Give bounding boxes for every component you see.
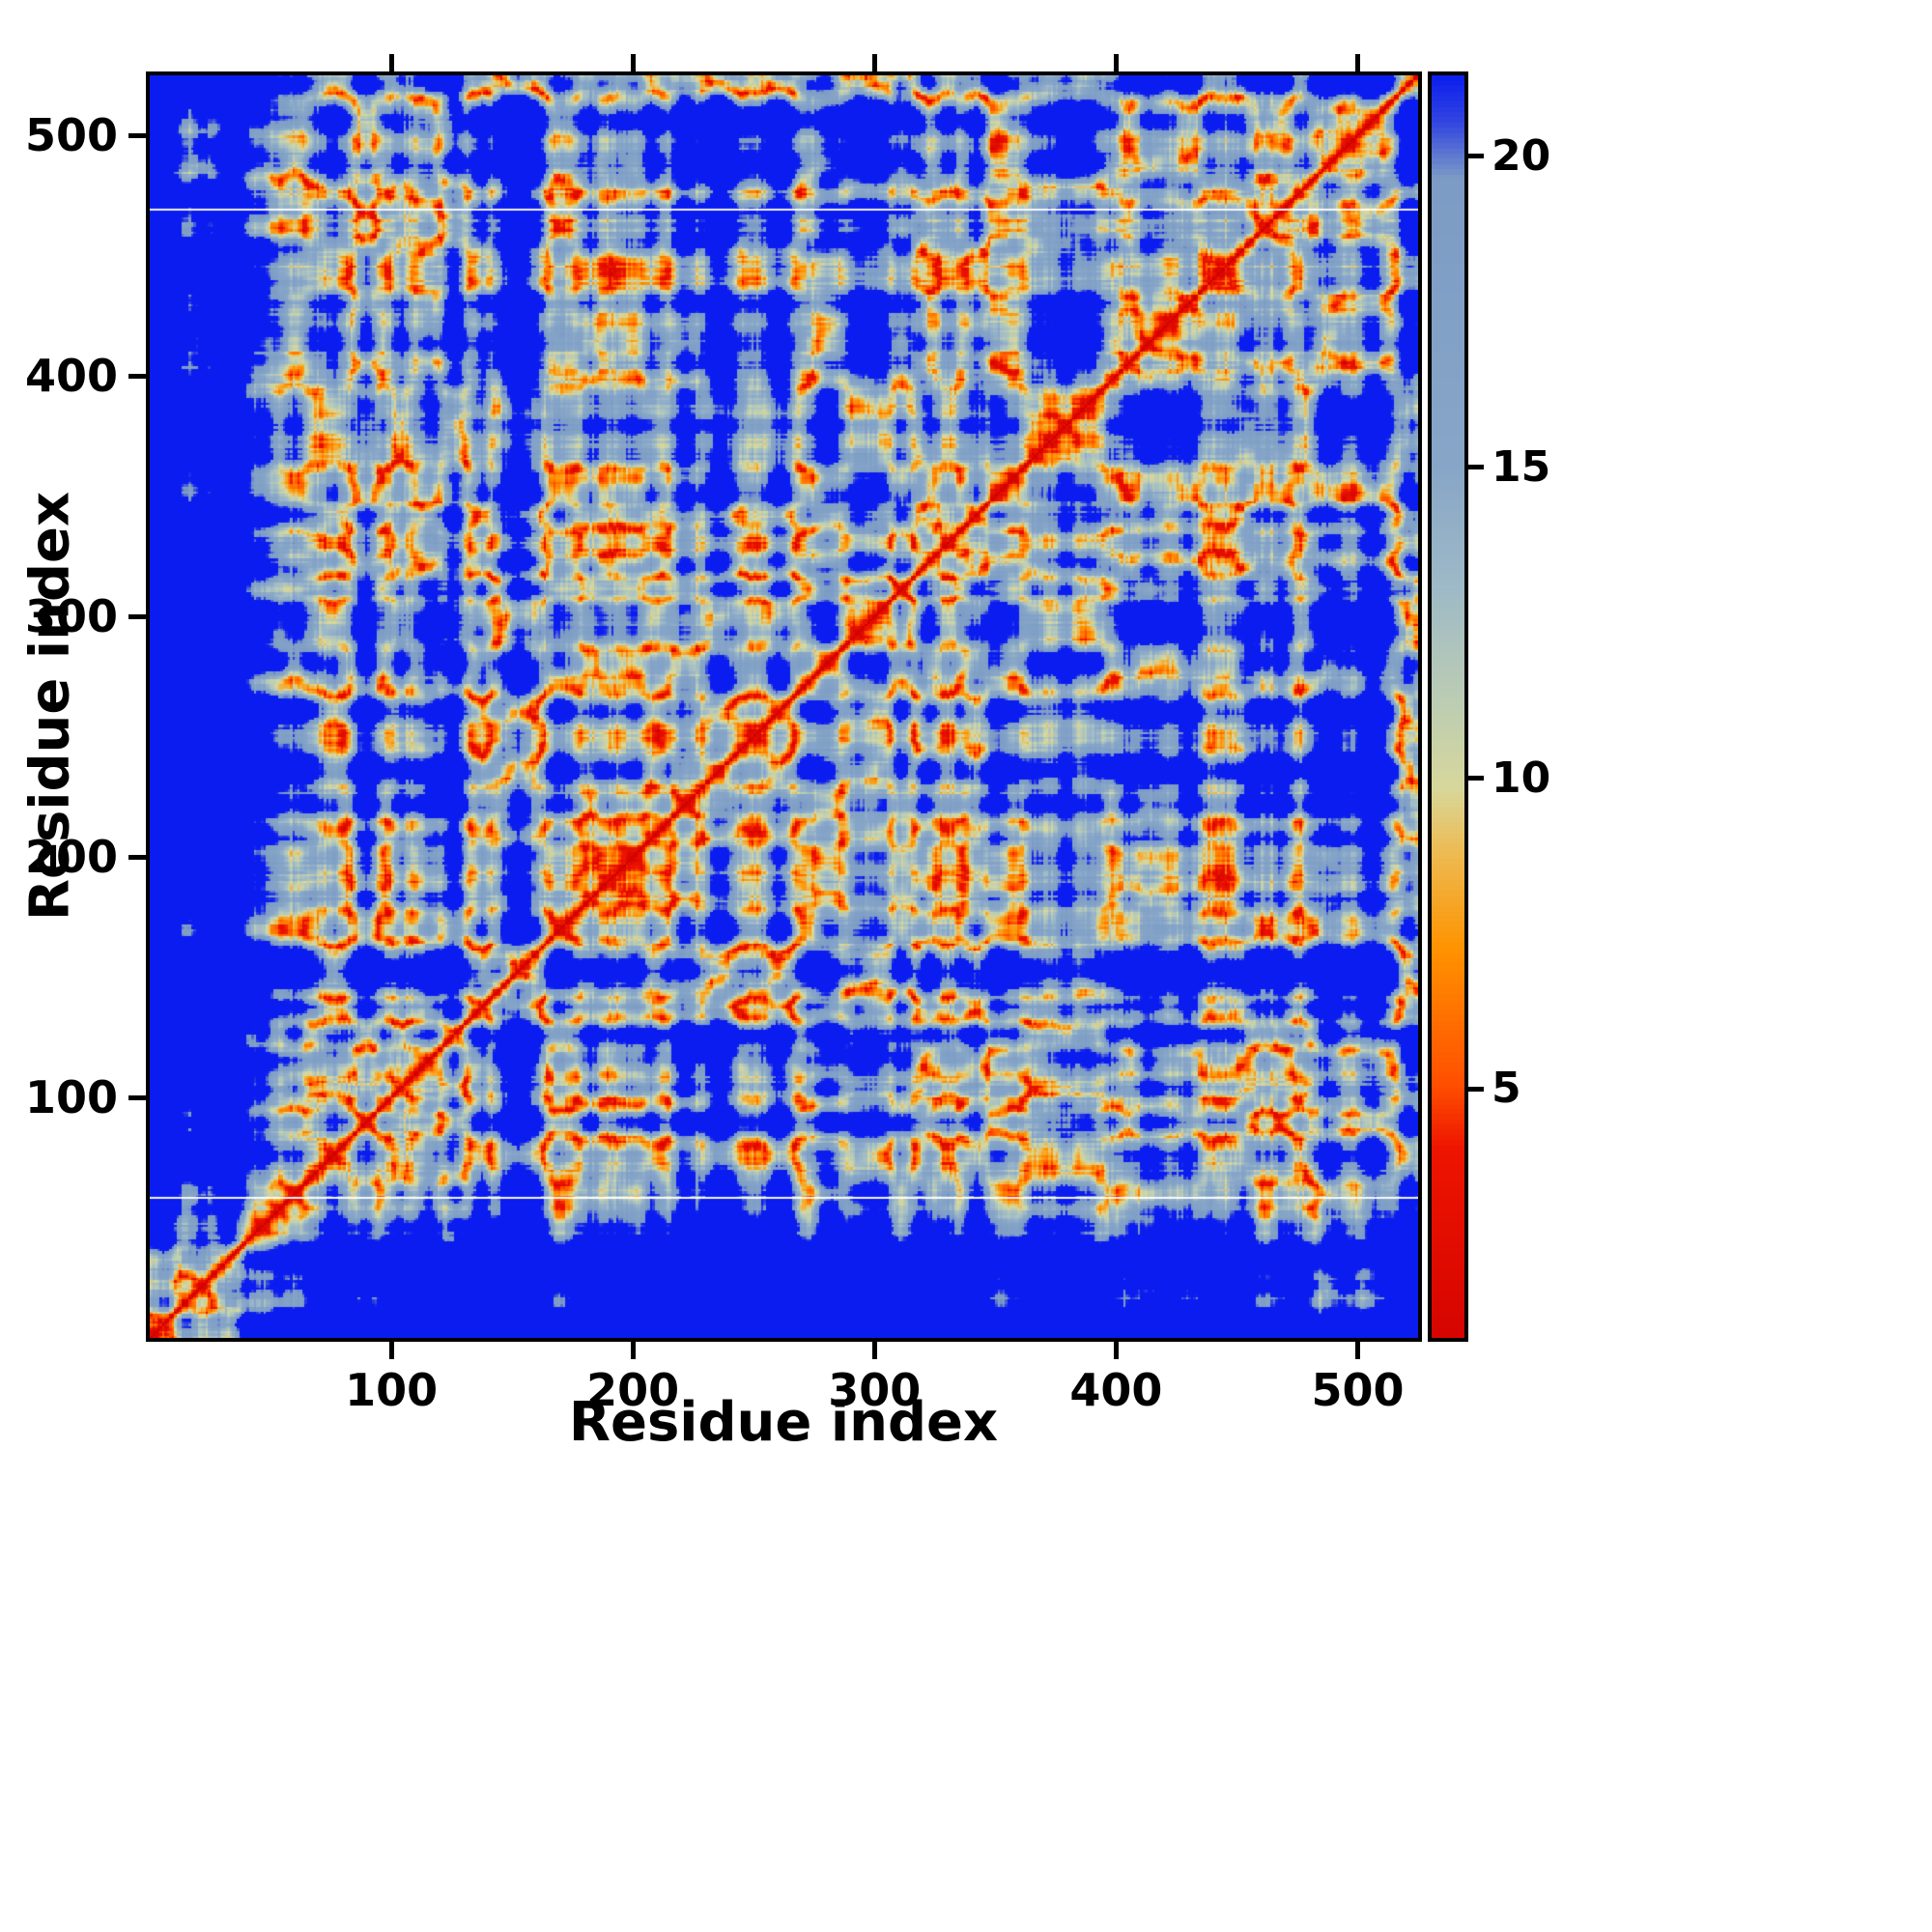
y-tick-label: 100 — [24, 1071, 118, 1124]
heatmap-canvas — [150, 75, 1418, 1338]
x-tick-label: 200 — [586, 1364, 680, 1416]
x-tick-label: 400 — [1069, 1364, 1163, 1416]
x-tick-mark — [630, 1342, 636, 1359]
colorbar-tick-mark — [1468, 154, 1484, 159]
y-tick-label: 200 — [24, 831, 118, 884]
colorbar-tick-label: 10 — [1492, 753, 1551, 803]
x-tick-mark — [1113, 1342, 1119, 1359]
x-tick-mark-top — [1113, 54, 1119, 71]
x-tick-mark-top — [388, 54, 394, 71]
y-tick-mark — [128, 854, 146, 860]
colorbar-tick-mark — [1468, 776, 1484, 781]
y-tick-mark — [128, 613, 146, 619]
y-tick-mark — [128, 132, 146, 138]
y-tick-mark — [128, 1094, 146, 1100]
colorbar-frame — [1428, 71, 1468, 1342]
y-tick-label: 400 — [24, 350, 118, 403]
x-tick-label: 500 — [1311, 1364, 1405, 1416]
y-axis-label: Residue index — [18, 491, 82, 922]
colorbar-canvas — [1432, 75, 1464, 1338]
x-tick-mark — [1354, 1342, 1360, 1359]
colorbar-tick-mark — [1468, 465, 1484, 470]
y-tick-label: 500 — [24, 109, 118, 162]
colorbar-tick-mark — [1468, 1086, 1484, 1092]
x-tick-label: 100 — [345, 1364, 439, 1416]
colorbar-tick-label: 20 — [1492, 130, 1551, 181]
colorbar-tick-label: 5 — [1492, 1064, 1521, 1114]
y-tick-label: 300 — [24, 590, 118, 643]
x-tick-mark-top — [871, 54, 877, 71]
x-tick-mark — [388, 1342, 394, 1359]
x-tick-mark-top — [630, 54, 636, 71]
x-tick-mark-top — [1354, 54, 1360, 71]
colorbar-tick-label: 15 — [1492, 441, 1551, 492]
plot-frame — [146, 71, 1422, 1342]
x-tick-mark — [871, 1342, 877, 1359]
y-tick-mark — [128, 373, 146, 379]
x-axis-label: Residue index — [568, 1391, 999, 1454]
x-tick-label: 300 — [828, 1364, 922, 1416]
